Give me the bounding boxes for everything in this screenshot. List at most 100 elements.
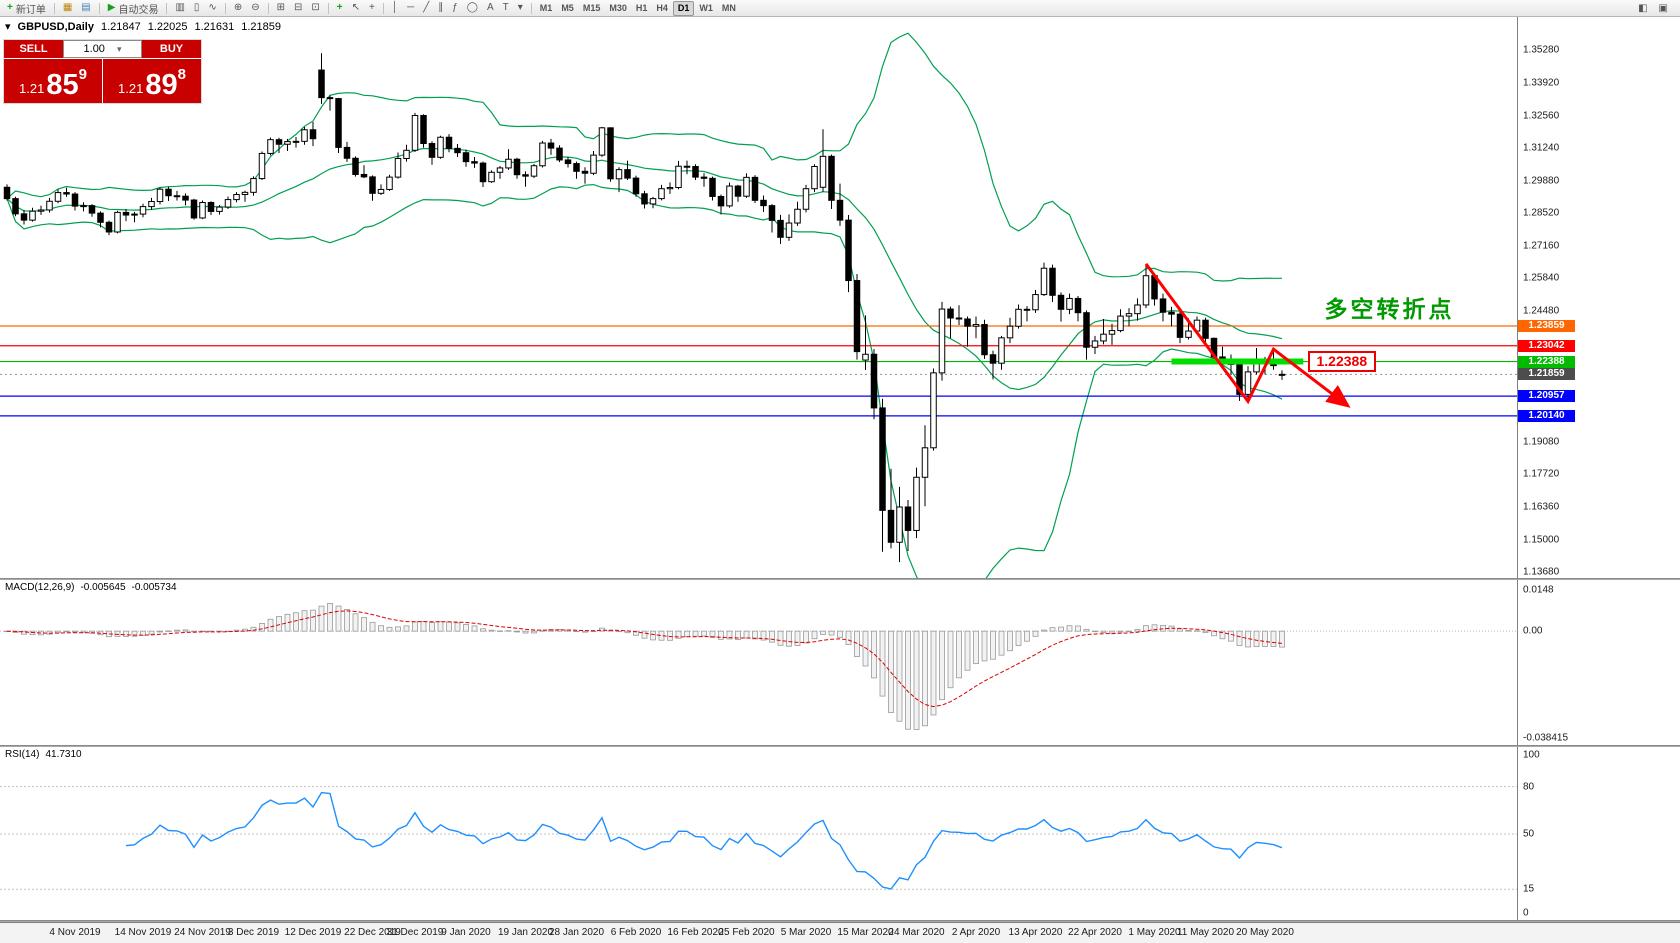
- high-value: 1.22025: [147, 20, 188, 33]
- buy-price-point: 8: [177, 66, 186, 83]
- fibonacci-button[interactable]: ƒ: [448, 1, 462, 16]
- timeframe-m5[interactable]: M5: [561, 2, 574, 13]
- dock-panel-button[interactable]: ◧: [1638, 2, 1648, 14]
- price-tick: 1.15000: [1523, 534, 1560, 546]
- macd-scale[interactable]: 0.0148 0.00 -0.038415: [1517, 580, 1680, 745]
- annotation-note[interactable]: 多空转折点: [1324, 296, 1455, 323]
- tile-windows-button[interactable]: ⊞: [273, 1, 289, 16]
- arrows-button[interactable]: ▾: [514, 1, 527, 16]
- price-tick: 1.13680: [1523, 566, 1560, 578]
- zoom-in-button[interactable]: ⊕: [230, 1, 246, 16]
- rsi-canvas[interactable]: [0, 747, 1517, 920]
- zoom-in-icon: ⊕: [233, 2, 243, 13]
- timeframe-mn[interactable]: MN: [721, 2, 736, 13]
- toolbar-separator: [98, 2, 100, 14]
- text-button[interactable]: A: [483, 1, 498, 16]
- trend-arrow[interactable]: [1144, 263, 1351, 408]
- macd-main-value: -0.005645: [80, 582, 126, 593]
- timeframe-h4[interactable]: H4: [656, 2, 668, 13]
- price-chart-canvas[interactable]: [0, 17, 1517, 578]
- crosshair-button[interactable]: +: [365, 1, 379, 16]
- price-tick: 1.24480: [1523, 305, 1560, 317]
- symbol-period-label: GBPUSD,Daily: [17, 20, 94, 33]
- timeframe-d1[interactable]: D1: [672, 0, 695, 16]
- timeframe-w1[interactable]: W1: [699, 2, 713, 13]
- volume-dropdown-icon[interactable]: ▾: [116, 43, 122, 54]
- timeframe-m1[interactable]: M1: [539, 2, 553, 13]
- macd-header: MACD(12,26,9) -0.005645 -0.005734: [5, 582, 177, 593]
- new-chart-button[interactable]: ▦: [59, 1, 76, 16]
- low-value: 1.21631: [194, 20, 235, 33]
- sell-label: SELL: [4, 40, 63, 58]
- buy-button[interactable]: 1.21 89 8: [103, 59, 201, 103]
- trendline-button[interactable]: ╱: [419, 1, 433, 16]
- timeframe-m15[interactable]: M15: [582, 2, 601, 13]
- indicators-icon: +: [336, 2, 343, 13]
- date-scale[interactable]: 4 Nov 2019 14 Nov 2019 24 Nov 2019 3 Dec 20…: [0, 922, 1680, 943]
- rsi-tick: 80: [1523, 781, 1535, 793]
- vertical-line-icon: │: [391, 2, 399, 13]
- indicators-button[interactable]: +: [333, 1, 347, 16]
- panel-splitter[interactable]: [0, 920, 1680, 922]
- text-label-button[interactable]: T: [499, 1, 513, 16]
- open-value: 1.21847: [100, 20, 141, 33]
- price-level-label: 1.20957: [1518, 390, 1575, 403]
- date-label: 19 Jan 2020: [497, 927, 554, 938]
- candlestick-icon: ▯: [193, 2, 200, 13]
- shapes-icon: ◯: [466, 2, 478, 13]
- price-level-label: 1.20140: [1518, 409, 1575, 422]
- bar-chart-button[interactable]: ▥: [171, 1, 188, 16]
- toolbar-button-label: 自动交易: [118, 4, 159, 16]
- timeframe-h1[interactable]: H1: [635, 2, 648, 13]
- candlestick-series: [3, 53, 1286, 563]
- volume-input[interactable]: 1.00 ▾: [63, 40, 142, 58]
- date-label: 28 Jan 2020: [548, 927, 605, 938]
- panel-splitter[interactable]: [0, 745, 1680, 747]
- date-label: 9 Jan 2020: [441, 927, 491, 938]
- macd-canvas[interactable]: [0, 580, 1517, 745]
- cursor-icon: ↖: [351, 2, 360, 13]
- zoom-out-button[interactable]: ⊖: [247, 1, 263, 16]
- price-tick: 1.17720: [1523, 468, 1560, 480]
- macd-tick: -0.038415: [1523, 732, 1569, 744]
- price-tick: 1.29880: [1523, 175, 1560, 186]
- equidistant-channel-button[interactable]: ∥: [434, 1, 447, 16]
- new-order-button[interactable]: + 新订单: [3, 1, 50, 16]
- auto-trading-button[interactable]: ▶ 自动交易: [104, 1, 163, 16]
- rsi-label: RSI(14): [5, 749, 40, 760]
- line-chart-button[interactable]: ∿: [204, 1, 220, 16]
- date-label: 3 Dec 2019: [227, 927, 280, 938]
- timeframe-m30[interactable]: M30: [609, 2, 627, 13]
- text-icon: A: [486, 2, 494, 13]
- price-tick: 1.16360: [1523, 501, 1560, 513]
- price-level-label: 1.21859: [1518, 368, 1575, 381]
- vertical-line-button[interactable]: │: [388, 1, 402, 16]
- main-chart-panel[interactable]: 1.35280 1.33920 1.32560 1.31240 1.29880 1.285…: [0, 17, 1680, 578]
- profiles-button[interactable]: ▤: [77, 1, 94, 16]
- window-button[interactable]: ▣: [1658, 2, 1668, 14]
- rsi-scale[interactable]: 100 80 50 15 0: [1517, 747, 1680, 920]
- auto-trading-icon: ▶: [107, 2, 116, 13]
- price-scale[interactable]: 1.35280 1.33920 1.32560 1.31240 1.29880 1.285…: [1517, 17, 1680, 578]
- date-label: 12 Dec 2019: [284, 927, 342, 938]
- crosshair-icon: +: [369, 2, 375, 13]
- price-tag-label[interactable]: 1.22388: [1307, 350, 1377, 372]
- date-label: 4 Nov 2019: [49, 927, 101, 938]
- profiles-icon: ▤: [81, 2, 91, 13]
- macd-signal-line: [6, 610, 1283, 708]
- one-click-collapse-icon[interactable]: ▾: [5, 21, 11, 33]
- shapes-button[interactable]: ◯: [463, 1, 482, 16]
- candlestick-chart-button[interactable]: ▯: [190, 1, 204, 16]
- sell-button[interactable]: 1.21 85 9: [4, 59, 102, 103]
- cursor-button[interactable]: ↖: [348, 1, 364, 16]
- horizontal-line-button[interactable]: ─: [403, 1, 418, 16]
- arrange-windows-button[interactable]: ⊡: [307, 1, 323, 16]
- date-label: 31 Dec 2019: [386, 927, 444, 938]
- rsi-panel[interactable]: 100 80 50 15 0 RSI(14) 41.7310: [0, 747, 1680, 920]
- zoom-out-icon: ⊖: [251, 2, 260, 13]
- cascade-windows-button[interactable]: ⊟: [290, 1, 306, 16]
- panel-splitter[interactable]: [0, 578, 1680, 580]
- close-value: 1.21859: [241, 20, 282, 33]
- price-tick: 1.19080: [1523, 436, 1560, 447]
- macd-panel[interactable]: 0.0148 0.00 -0.038415 MACD(12,26,9) -0.005…: [0, 580, 1680, 745]
